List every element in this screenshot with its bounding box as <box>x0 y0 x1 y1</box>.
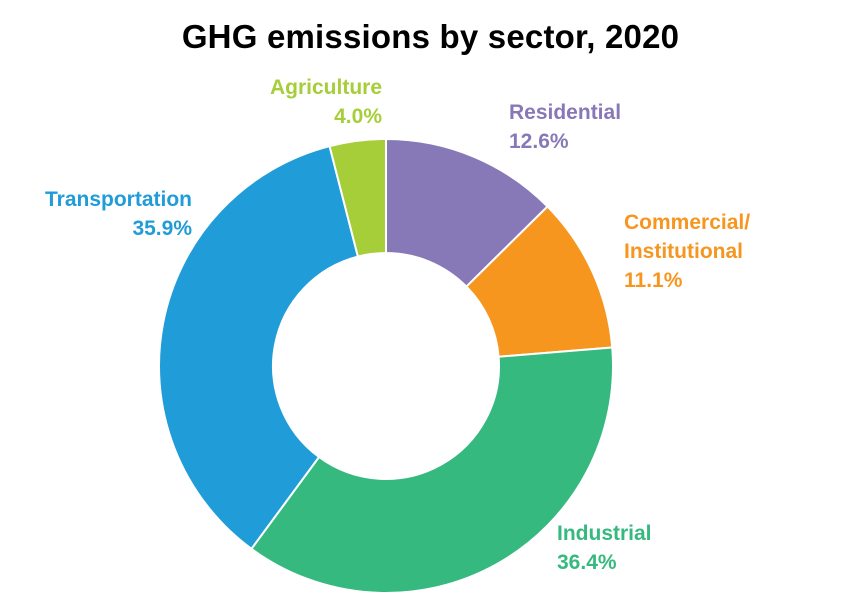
slice-agriculture <box>328 137 387 258</box>
label-commercial: Commercial/ Institutional 11.1% <box>624 208 750 295</box>
slice-industrial <box>250 346 614 594</box>
chart-title: GHG emissions by sector, 2020 <box>181 18 680 55</box>
label-agriculture: Agriculture 4.0% <box>230 73 382 131</box>
slice-value-transportation: 35.9% <box>132 217 192 240</box>
slice-label-transportation: Transportation <box>44 188 192 211</box>
label-residential: Residential 12.6% <box>509 98 621 156</box>
label-transportation: Transportation 35.9% <box>20 185 192 243</box>
slice-label-commercial-line1: Commercial/ <box>624 211 751 234</box>
slice-value-residential: 12.6% <box>509 130 569 153</box>
slice-transportation <box>158 144 360 551</box>
slice-label-commercial-line2: Institutional <box>624 240 743 263</box>
slice-value-commercial: 11.1% <box>624 269 683 292</box>
slice-value-agriculture: 4.0% <box>334 105 382 128</box>
label-industrial: Industrial 36.4% <box>557 519 652 577</box>
slice-label-agriculture: Agriculture <box>269 76 382 99</box>
slice-label-residential: Residential <box>509 101 622 124</box>
slice-value-industrial: 36.4% <box>557 551 617 574</box>
slice-label-industrial: Industrial <box>557 522 652 545</box>
